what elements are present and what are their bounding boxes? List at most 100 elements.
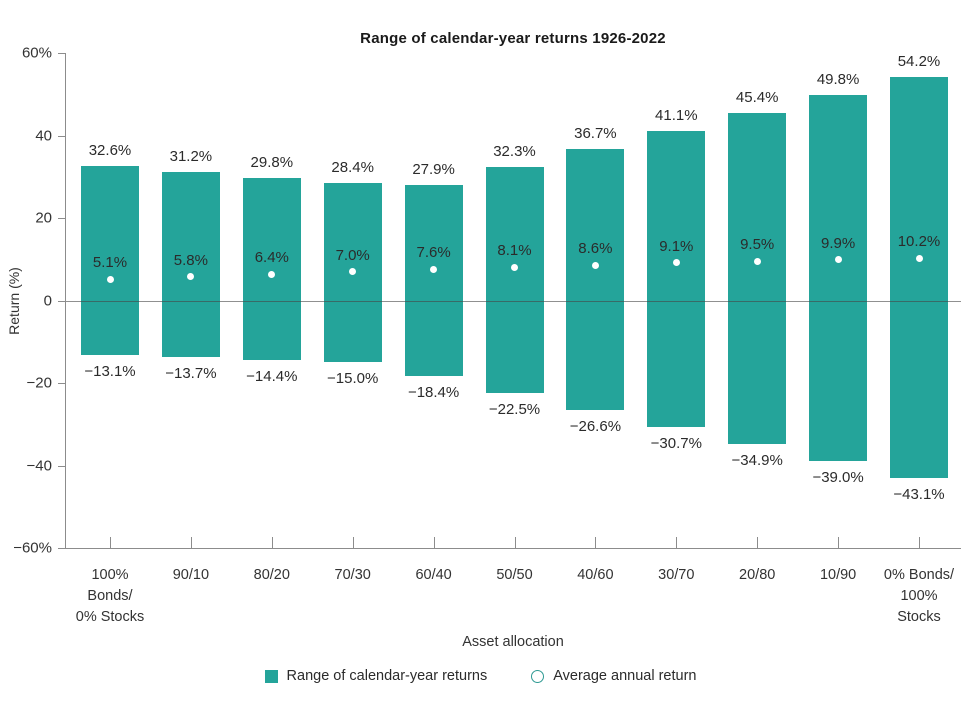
max-value-label: 27.9% [412, 161, 455, 179]
range-bar [809, 95, 868, 462]
y-tick-label: 60% [21, 44, 52, 62]
max-value-label: 32.6% [88, 142, 132, 160]
y-axis-title: Return (%) [6, 267, 22, 335]
avg-value-label: 6.4% [254, 249, 289, 267]
legend-item-average: Average annual return [531, 668, 696, 684]
range-swatch-icon [264, 669, 278, 683]
y-tick-label: −60% [13, 539, 52, 557]
range-bar [242, 177, 301, 360]
y-tick-label: 0 [43, 292, 52, 310]
y-tick [58, 548, 65, 549]
min-value-label: −22.5% [488, 401, 541, 419]
max-value-label: 54.2% [897, 52, 941, 70]
y-tick-label: −20 [26, 374, 52, 392]
y-tick [58, 383, 65, 384]
y-tick [58, 466, 65, 467]
x-axis-title: Asset allocation [462, 634, 564, 650]
x-tick [190, 537, 192, 548]
x-category-label: 50/50 [496, 567, 533, 583]
min-value-label: −13.7% [165, 365, 217, 382]
avg-value-label: 7.0% [335, 246, 370, 264]
average-circle-icon [531, 669, 545, 683]
y-tick [58, 301, 65, 302]
x-tick [514, 537, 516, 548]
legend: Range of calendar-year returns Average a… [0, 668, 961, 684]
y-tick [58, 53, 65, 54]
avg-value-label: 9.5% [740, 236, 775, 254]
avg-value-label: 9.9% [820, 234, 856, 252]
min-value-label: −34.9% [731, 452, 783, 470]
y-tick-label: 40 [35, 127, 52, 145]
range-bar [566, 149, 625, 411]
average-return-dot [349, 268, 357, 276]
min-value-label: −15.0% [327, 370, 379, 388]
x-tick [838, 537, 840, 548]
avg-value-label: 10.2% [897, 233, 941, 251]
x-category-label: 30/70 [658, 567, 695, 583]
avg-value-label: 8.6% [578, 240, 613, 258]
average-return-dot [672, 259, 680, 267]
x-tick [352, 537, 354, 548]
x-category-label: 0% Bonds/ 100% Stocks [883, 567, 955, 625]
average-return-dot [753, 257, 761, 265]
x-category-label: 20/80 [739, 567, 776, 583]
average-return-dot [511, 263, 518, 271]
min-value-label: −14.4% [246, 367, 298, 385]
avg-value-label: 5.8% [173, 251, 208, 269]
max-value-label: 28.4% [331, 159, 374, 177]
x-tick [271, 537, 273, 548]
max-value-label: 32.3% [493, 143, 536, 161]
average-return-dot [268, 270, 276, 278]
average-return-dot [915, 254, 923, 262]
avg-value-label: 7.6% [416, 244, 451, 262]
avg-value-label: 9.1% [659, 237, 694, 255]
average-return-dot [106, 275, 114, 283]
y-axis-line [65, 53, 66, 549]
min-value-label: −18.4% [407, 384, 460, 402]
x-category-label: 60/40 [415, 567, 452, 583]
x-category-label: 90/10 [172, 567, 210, 583]
x-tick [433, 537, 435, 548]
min-value-label: −26.6% [569, 418, 622, 436]
max-value-label: 29.8% [250, 153, 294, 171]
range-bar [161, 171, 220, 357]
x-category-label: 70/30 [334, 567, 371, 583]
max-value-label: 36.7% [574, 125, 617, 143]
average-return-dot [591, 261, 599, 269]
x-category-label: 80/20 [253, 567, 290, 583]
y-tick-label: 20 [35, 209, 52, 227]
range-bar [647, 130, 706, 428]
min-value-label: −13.1% [84, 362, 136, 380]
range-bar [404, 185, 463, 377]
x-tick [676, 537, 678, 548]
range-bar [890, 76, 948, 479]
legend-item-range: Range of calendar-year returns [264, 668, 488, 684]
range-bar [485, 167, 544, 394]
x-tick [757, 537, 759, 548]
legend-range-label: Range of calendar-year returns [286, 668, 488, 684]
y-tick [58, 136, 65, 137]
range-bar [81, 166, 139, 355]
max-value-label: 49.8% [816, 71, 860, 89]
average-return-dot [834, 256, 842, 264]
min-value-label: −39.0% [812, 469, 864, 487]
min-value-label: −30.7% [650, 435, 702, 453]
average-return-dot [430, 265, 438, 273]
chart-title: Range of calendar-year returns 1926-2022 [360, 30, 666, 47]
max-value-label: 45.4% [735, 89, 779, 107]
x-axis-line [65, 548, 961, 549]
average-return-dot [187, 273, 195, 281]
x-category-label: 100% Bonds/ 0% Stocks [75, 567, 145, 625]
avg-value-label: 5.1% [92, 254, 128, 272]
plot-area: 60% 40 20 0 −20 −40 −60% 32.6% −13.1% 5.1% 100% Bo… [13, 45, 961, 625]
avg-value-label: 8.1% [497, 242, 532, 260]
legend-average-label: Average annual return [553, 668, 697, 684]
x-tick [595, 537, 597, 548]
y-tick-label: −40 [26, 457, 52, 475]
x-category-label: 40/60 [577, 567, 614, 583]
min-value-label: −43.1% [893, 486, 945, 504]
max-value-label: 31.2% [169, 147, 213, 165]
x-tick [919, 537, 920, 548]
x-tick [110, 537, 111, 548]
